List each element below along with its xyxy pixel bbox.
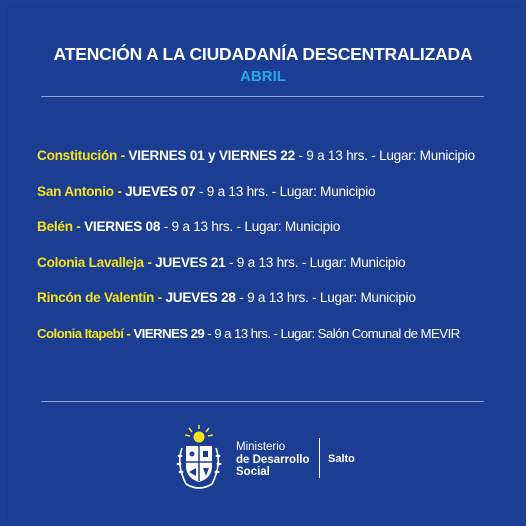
schedule-row: Constitución - VIERNES 01 y VIERNES 22 -…	[37, 148, 507, 184]
schedule-details: - 9 a 13 hrs. - Lugar: Salón Comunal de …	[204, 325, 460, 341]
schedule-date: JUEVES 28	[161, 290, 236, 305]
schedule-list: Constitución - VIERNES 01 y VIERNES 22 -…	[37, 148, 507, 361]
schedule-details: - 9 a 13 hrs. - Lugar: Municipio	[235, 290, 416, 305]
schedule-details: - 9 a 13 hrs. - Lugar: Municipio	[225, 254, 406, 270]
schedule-date: VIERNES 08	[80, 219, 161, 234]
region-label: Salto	[328, 453, 355, 465]
schedule-place: Rincón de Valentín -	[37, 290, 162, 305]
schedule-date: JUEVES 21	[151, 254, 226, 270]
schedule-date: VIERNES 01 y VIERNES 22	[124, 148, 295, 163]
poster-title: ATENCIÓN A LA CIUDADANÍA DESCENTRALIZADA	[53, 44, 473, 64]
schedule-row: Colonia Lavalleja - JUEVES 21 - 9 a 13 h…	[37, 255, 507, 291]
month-label: ABRIL	[240, 68, 286, 85]
schedule-details: - 9 a 13 hrs. - Lugar: Municipio	[195, 183, 376, 199]
ministry-name-line3: Social	[236, 466, 270, 478]
schedule-place: Colonia Lavalleja -	[37, 254, 152, 270]
bottom-divider	[41, 401, 484, 402]
ministry-name: Ministerio de Desarrollo Social	[236, 441, 310, 479]
poster-frame	[6, 6, 520, 520]
schedule-place: San Antonio -	[37, 183, 122, 199]
uruguay-coat-of-arms-icon	[172, 424, 226, 494]
schedule-details: - 9 a 13 hrs. - Lugar: Municipio	[294, 148, 475, 163]
schedule-date: JUEVES 07	[121, 183, 196, 199]
schedule-place: Constitución -	[37, 148, 125, 163]
schedule-row: Colonia Itapebí - VIERNES 29 - 9 a 13 hr…	[37, 326, 507, 362]
schedule-row: San Antonio - JUEVES 07 - 9 a 13 hrs. - …	[37, 184, 507, 220]
schedule-date: VIERNES 29	[130, 325, 205, 341]
schedule-details: - 9 a 13 hrs. - Lugar: Municipio	[160, 219, 341, 234]
ministry-name-line1: Ministerio	[236, 441, 286, 453]
ministry-name-line2: de Desarrollo	[236, 453, 310, 466]
schedule-row: Belén - VIERNES 08 - 9 a 13 hrs. - Lugar…	[37, 219, 507, 255]
schedule-place: Colonia Itapebí -	[37, 325, 131, 341]
schedule-place: Belén -	[37, 219, 81, 234]
top-divider	[41, 96, 484, 97]
footer-divider	[319, 438, 320, 478]
schedule-row: Rincón de Valentín - JUEVES 28 - 9 a 13 …	[37, 290, 507, 326]
